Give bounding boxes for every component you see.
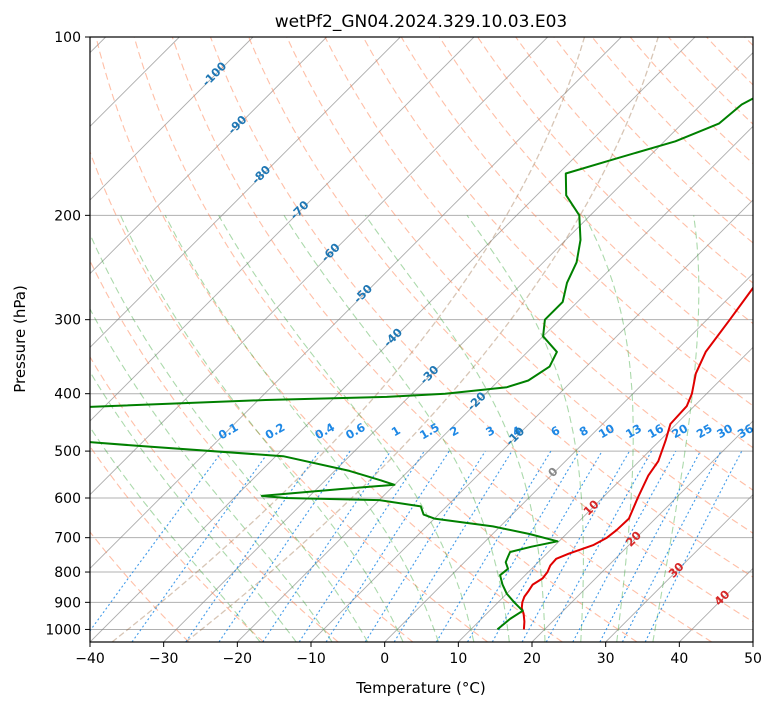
dry-adiabat-line	[324, 37, 753, 491]
dry-adiabat-line	[438, 37, 753, 366]
isotherm-line	[163, 52, 753, 642]
dry-adiabat-line	[515, 37, 753, 284]
y-tick-label: 600	[54, 491, 81, 507]
mixing-ratio-line	[131, 450, 270, 642]
y-tick-label: 300	[54, 313, 81, 329]
x-tick-label: −20	[223, 651, 253, 667]
moist-adiabat-line	[283, 215, 510, 642]
moist-adiabat-line	[583, 215, 634, 642]
dry-adiabat-line	[209, 37, 753, 623]
mixing-ratio-line	[467, 450, 580, 642]
mixing-ratio-line	[325, 450, 450, 642]
moist-adiabat-line	[90, 370, 297, 642]
dry-adiabat-line	[477, 37, 753, 325]
mixing-ratio-label: 20	[669, 421, 690, 441]
y-tick-label: 200	[54, 208, 81, 224]
dry-adiabat-line	[90, 355, 339, 642]
dry-adiabat-line	[90, 150, 488, 642]
isotherm-line	[90, 37, 254, 201]
mixing-ratio-line	[572, 450, 677, 642]
isotherm-line	[90, 37, 696, 642]
isotherm-line	[605, 494, 753, 642]
mixing-ratio-line	[521, 450, 630, 642]
mixing-ratio-line	[545, 450, 653, 642]
x-tick-label: 0	[380, 651, 389, 667]
mixing-ratio-label: 30	[714, 421, 735, 441]
y-axis-title: Pressure (hPa)	[11, 285, 29, 393]
isotherm-line	[90, 37, 475, 422]
x-tick-label: −30	[149, 651, 179, 667]
x-tick-label: 40	[670, 651, 688, 667]
mixing-ratio-line	[185, 450, 320, 642]
isotherm-line	[237, 125, 753, 642]
dry-adiabat-line	[553, 37, 753, 244]
y-axis-ticks: 100 200 300 400 500 600 700 800 900 1000	[45, 30, 90, 638]
mixing-ratio-label: 36	[735, 421, 756, 441]
x-tick-label: 20	[523, 651, 541, 667]
moist-adiabat-line	[466, 214, 584, 642]
chart-title: wetPf2_GN04.2024.329.10.03.E03	[275, 12, 567, 32]
plot-frame	[89, 36, 754, 643]
moist-adiabat-line	[652, 215, 700, 642]
moist-adiabat-lines	[90, 214, 700, 642]
x-axis-title: Temperature (°C)	[355, 679, 485, 697]
isotherm-line	[90, 37, 327, 275]
y-tick-label: 100	[54, 30, 81, 46]
x-tick-label: −40	[75, 651, 105, 667]
mixing-ratio-line	[435, 450, 552, 642]
mixing-ratio-line	[491, 450, 603, 642]
y-tick-label: 900	[54, 595, 81, 611]
isotherm-lines	[90, 37, 753, 642]
isotherm-line	[90, 37, 548, 496]
plot-area: 0.1 0.2 0.4 0.6 1 1.5 2 3 4 6 8 10 13 16 20 25 30 36-100-…	[90, 37, 756, 642]
mixing-ratio-label: 25	[694, 421, 715, 441]
x-axis-ticks: −40 −30 −20 −10 0 10 20 30 40 50	[75, 642, 762, 667]
dry-adiabat-line	[362, 37, 753, 449]
moist-adiabat-line	[364, 214, 546, 642]
isotherm-line	[384, 273, 753, 642]
isotherm-line	[90, 37, 622, 569]
dry-adiabat-line	[400, 37, 753, 407]
y-tick-label: 1000	[45, 622, 81, 638]
dry-adiabat-line	[90, 531, 190, 642]
moist-adiabat-line	[119, 215, 404, 642]
y-tick-label: 700	[54, 531, 81, 547]
mixing-ratio-line	[364, 450, 486, 642]
dry-adiabat-line	[248, 37, 753, 578]
dry-adiabat-line	[95, 37, 563, 642]
mixing-ratio-label: 13	[623, 421, 644, 441]
dry-adiabat-line	[133, 37, 638, 642]
mixing-ratio-line	[90, 450, 223, 632]
isotherm-line	[531, 420, 753, 642]
x-tick-label: 50	[744, 651, 762, 667]
sounding-series	[90, 97, 753, 631]
dewpoint-profile-line	[90, 97, 753, 631]
moist-adiabat-line	[90, 426, 261, 642]
isotherm-line	[90, 37, 401, 348]
mixing-ratio-label: 10	[596, 421, 617, 441]
temperature-profile-line	[520, 286, 753, 630]
y-tick-label: 800	[54, 565, 81, 581]
lcl-curve-line	[185, 37, 659, 642]
x-tick-label: 30	[597, 651, 615, 667]
x-tick-label: −10	[296, 651, 326, 667]
lcl-curve-lines	[111, 37, 659, 642]
y-tick-label: 500	[54, 444, 81, 460]
lcl-curve-line	[111, 37, 586, 642]
mixing-ratio-line	[393, 450, 513, 642]
moist-adiabat-line	[164, 215, 440, 642]
mixing-ratio-line	[262, 450, 392, 642]
moist-adiabat-line	[90, 307, 333, 642]
moist-adiabat-line	[218, 215, 475, 642]
mixing-ratio-line	[298, 450, 425, 642]
dry-adiabat-line	[171, 37, 712, 642]
mixing-ratio-lines	[90, 450, 743, 642]
y-tick-label: 400	[54, 387, 81, 403]
x-tick-label: 10	[449, 651, 467, 667]
mixing-ratio-label: 16	[645, 421, 666, 441]
isotherm-line	[458, 346, 753, 642]
